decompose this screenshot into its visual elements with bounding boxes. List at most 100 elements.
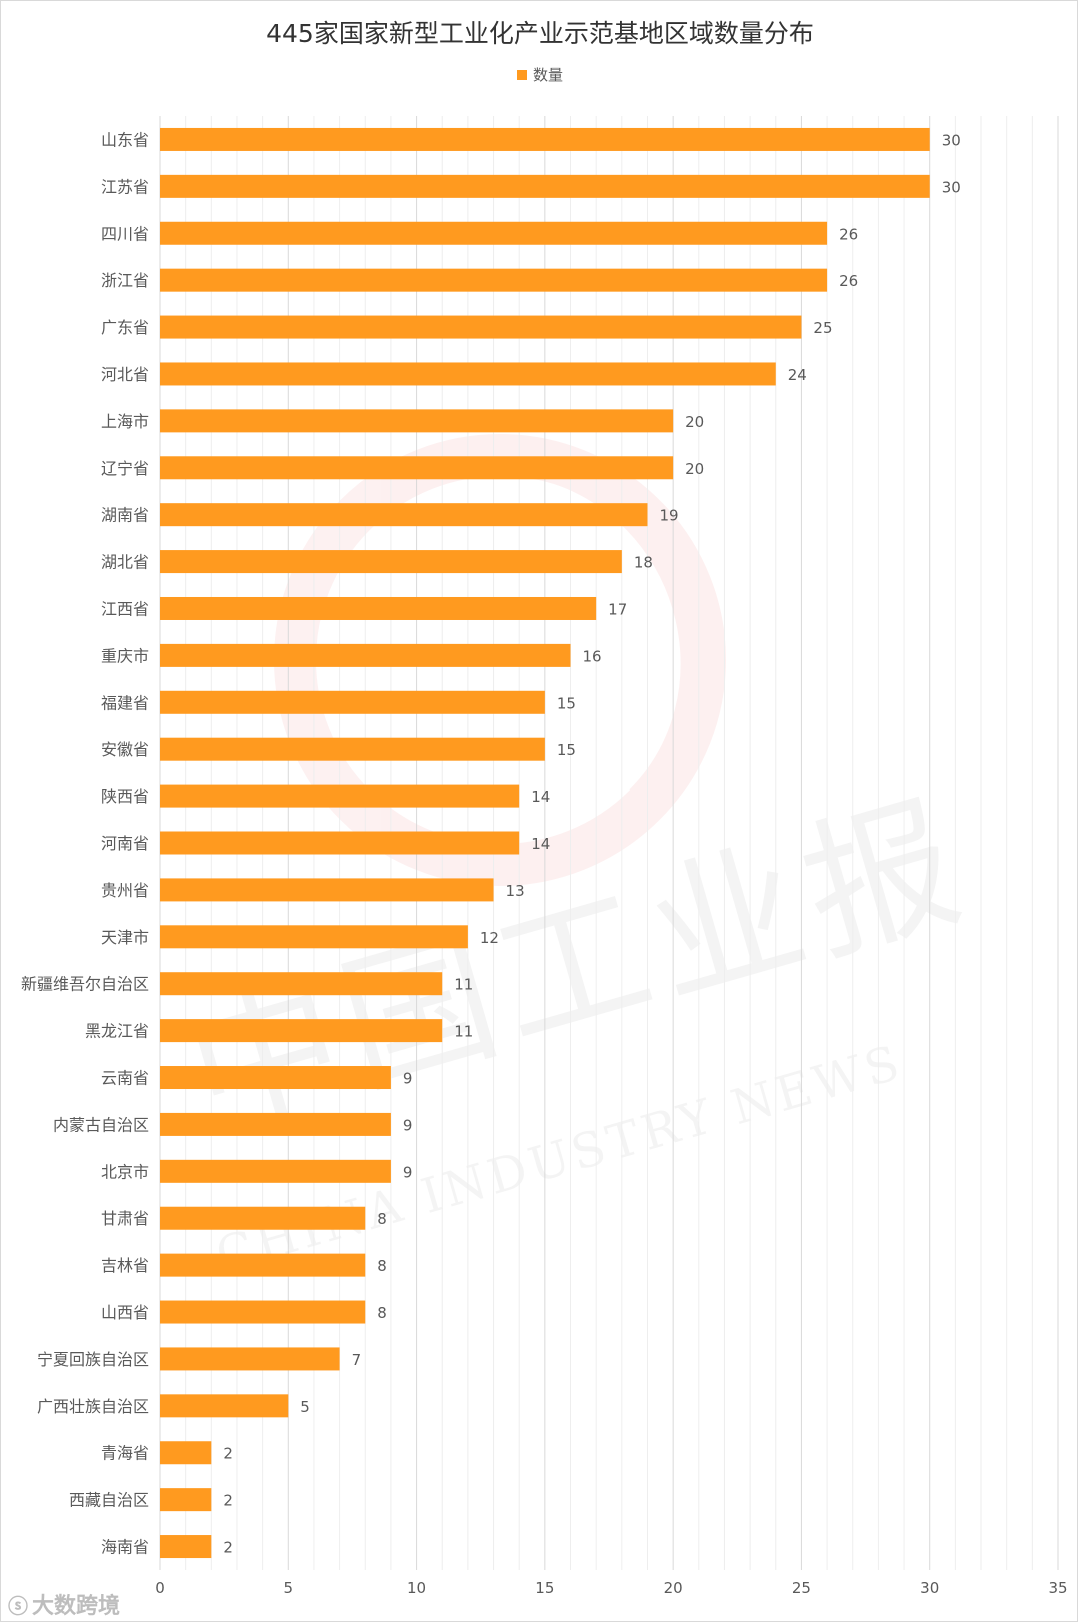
- category-label: 广西壮族自治区: [37, 1397, 149, 1416]
- bar: [160, 174, 930, 198]
- bar: [160, 1112, 391, 1136]
- data-label: 30: [942, 178, 961, 196]
- data-label: 30: [942, 131, 961, 149]
- legend: 数量: [0, 64, 1080, 85]
- data-label: 7: [352, 1351, 362, 1369]
- category-label: 重庆市: [101, 646, 149, 665]
- data-label: 17: [608, 600, 627, 618]
- bar: [160, 1347, 340, 1371]
- category-label: 河南省: [101, 834, 149, 853]
- bar: [160, 1488, 212, 1512]
- data-label: 11: [454, 1023, 473, 1041]
- data-label: 15: [557, 741, 576, 759]
- category-label: 西藏自治区: [69, 1491, 149, 1510]
- category-label: 广东省: [101, 318, 149, 337]
- bar: [160, 315, 802, 339]
- bar: [160, 925, 468, 949]
- category-label: 宁夏回族自治区: [37, 1350, 149, 1369]
- category-label: 浙江省: [101, 271, 149, 290]
- bar: [160, 1535, 212, 1559]
- bar: [160, 972, 443, 996]
- x-tick-label: 5: [284, 1579, 294, 1597]
- data-label: 20: [685, 460, 704, 478]
- data-label: 9: [403, 1116, 413, 1134]
- bar: [160, 409, 674, 433]
- category-label: 山东省: [101, 130, 149, 149]
- bar: [160, 878, 494, 902]
- bar: [160, 1206, 366, 1230]
- data-label: 14: [531, 835, 550, 853]
- category-label: 青海省: [101, 1444, 149, 1463]
- x-tick-label: 25: [792, 1579, 811, 1597]
- x-tick-label: 0: [155, 1579, 165, 1597]
- data-label: 2: [223, 1445, 233, 1463]
- data-label: 11: [454, 976, 473, 994]
- category-label: 湖北省: [101, 553, 149, 572]
- x-tick-label: 15: [535, 1579, 554, 1597]
- bar: [160, 456, 674, 480]
- data-label: 20: [685, 413, 704, 431]
- data-label: 9: [403, 1163, 413, 1181]
- bar: [160, 1394, 289, 1418]
- category-label: 北京市: [101, 1162, 149, 1181]
- bar: [160, 268, 828, 292]
- data-label: 13: [506, 882, 525, 900]
- legend-label: 数量: [532, 66, 563, 84]
- category-label: 江西省: [101, 599, 149, 618]
- data-label: 19: [659, 507, 678, 525]
- data-label: 2: [223, 1492, 233, 1510]
- x-tick-label: 30: [920, 1579, 939, 1597]
- x-tick-label: 20: [664, 1579, 683, 1597]
- category-label: 天津市: [101, 928, 149, 947]
- data-label: 12: [480, 929, 499, 947]
- category-label: 安徽省: [101, 740, 149, 759]
- bar: [160, 221, 828, 245]
- data-label: 14: [531, 788, 550, 806]
- category-label: 云南省: [101, 1069, 149, 1088]
- chart-title: 445家国家新型工业化产业示范基地区域数量分布: [266, 19, 814, 48]
- data-label: 5: [300, 1398, 310, 1416]
- data-label: 8: [377, 1257, 387, 1275]
- data-label: 15: [557, 694, 576, 712]
- bar: [160, 1300, 366, 1324]
- bars-group: [160, 127, 930, 1559]
- bar: [160, 1159, 391, 1183]
- bar: [160, 362, 776, 386]
- bar: [160, 1441, 212, 1465]
- legend-swatch: [516, 70, 527, 80]
- bar: [160, 550, 622, 574]
- category-label: 贵州省: [101, 881, 149, 900]
- data-label: 9: [403, 1070, 413, 1088]
- data-label: 18: [634, 554, 653, 572]
- category-label: 内蒙古自治区: [53, 1115, 149, 1134]
- bar: [160, 127, 930, 151]
- category-label: 福建省: [101, 693, 149, 712]
- x-tick-label: 10: [407, 1579, 426, 1597]
- data-label: 24: [788, 366, 807, 384]
- data-label: 2: [223, 1539, 233, 1557]
- bar: [160, 1253, 366, 1277]
- bar: [160, 503, 648, 527]
- category-labels: 山东省江苏省四川省浙江省广东省河北省上海市辽宁省湖南省湖北省江西省重庆市福建省安…: [21, 130, 149, 1556]
- x-tick-label: 35: [1048, 1579, 1067, 1597]
- data-label: 8: [377, 1210, 387, 1228]
- category-label: 江苏省: [101, 177, 149, 196]
- source-logo: ⓢ 大数跨境: [8, 1588, 120, 1620]
- data-label: 16: [583, 647, 602, 665]
- data-label: 25: [813, 319, 832, 337]
- bar: [160, 643, 571, 667]
- category-label: 黑龙江省: [85, 1022, 149, 1041]
- source-text: 大数跨境: [32, 1594, 121, 1619]
- data-label: 8: [377, 1304, 387, 1322]
- bar: [160, 784, 520, 808]
- bar: [160, 596, 597, 620]
- bar: [160, 1066, 391, 1090]
- bar: [160, 831, 520, 855]
- x-axis-ticks: 0 5 10 15 20 25 30 35: [155, 1579, 1067, 1597]
- bar: [160, 737, 545, 761]
- category-label: 四川省: [101, 224, 149, 243]
- category-label: 吉林省: [101, 1256, 149, 1275]
- bar: [160, 690, 545, 714]
- category-label: 湖南省: [101, 506, 149, 525]
- category-label: 上海市: [101, 412, 149, 431]
